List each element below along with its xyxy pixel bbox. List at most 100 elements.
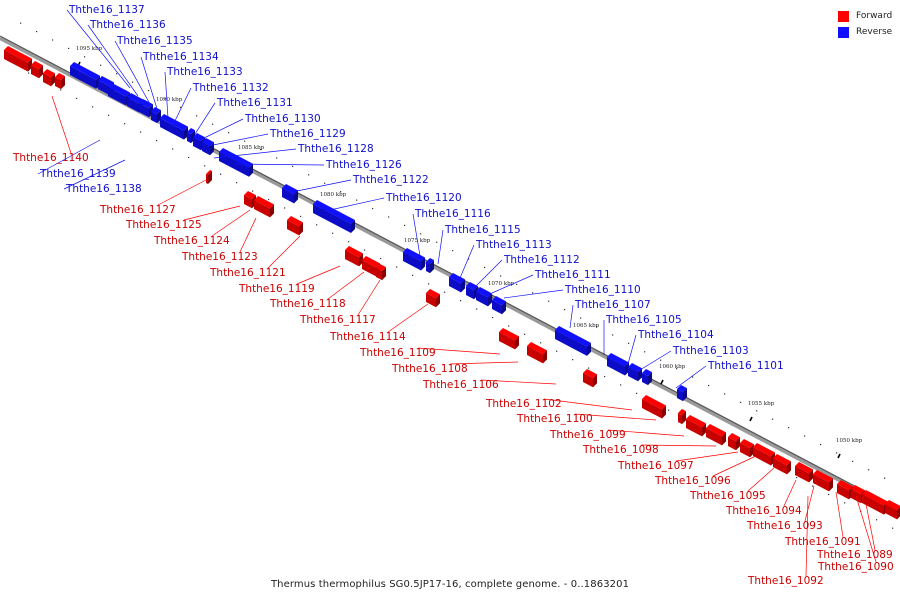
forward-gene	[299, 222, 303, 236]
gene-label: Ththe16_1120	[385, 192, 462, 204]
label-leader	[199, 118, 244, 141]
label-leader	[157, 179, 207, 206]
guide-dot	[420, 233, 422, 235]
label-leader	[835, 491, 844, 538]
guide-dot	[580, 317, 582, 319]
reverse-gene	[466, 286, 474, 300]
guide-dot	[452, 250, 454, 252]
gene-label: Ththe16_1094	[725, 505, 802, 517]
label-leader	[783, 479, 797, 507]
guide-dot	[28, 72, 30, 74]
tick-label: 1085 kbp	[238, 145, 265, 151]
guide-dot	[844, 502, 846, 504]
forward-gene	[642, 399, 662, 419]
label-leader	[543, 398, 633, 411]
guide-dot	[892, 527, 894, 529]
forward-gene	[728, 437, 736, 451]
forward-gene	[345, 246, 363, 258]
gene-label: Ththe16_1099	[549, 429, 626, 441]
tick-mark	[660, 379, 664, 385]
forward-gene	[206, 174, 208, 185]
reverse-gene	[461, 279, 465, 293]
label-leader	[207, 133, 269, 147]
guide-dot	[468, 258, 470, 260]
label-leader	[712, 455, 757, 477]
gene-label: Ththe16_1104	[637, 329, 714, 341]
reverse-gene	[421, 257, 425, 271]
tick-label: 1055 kbp	[748, 401, 775, 407]
forward-gene	[55, 73, 65, 81]
gene-label: Ththe16_1098	[582, 444, 659, 456]
guide-dot	[116, 73, 118, 75]
forward-gene	[4, 50, 28, 72]
tick-label: 1095 kbp	[76, 46, 103, 52]
gene-label: Ththe16_1139	[39, 168, 116, 180]
reverse-gene	[70, 66, 96, 89]
forward-gene	[795, 466, 809, 483]
label-leader	[114, 40, 151, 105]
forward-gene	[499, 328, 519, 341]
guide-dot	[140, 131, 142, 133]
forward-gene	[740, 443, 750, 458]
forward-gene	[287, 220, 299, 236]
forward-gene	[593, 374, 597, 388]
forward-gene	[43, 69, 55, 78]
guide-dot	[84, 56, 86, 58]
reverse-gene	[642, 369, 652, 377]
guide-dot	[532, 292, 534, 294]
label-leader	[503, 289, 564, 299]
gene-label: Ththe16_1129	[269, 128, 346, 140]
forward-gene	[543, 350, 547, 364]
gene-label: Ththe16_1106	[422, 379, 499, 391]
label-leader	[194, 102, 216, 135]
guide-dot	[516, 283, 518, 285]
forward-gene	[773, 454, 791, 466]
guide-dot	[484, 266, 486, 269]
forward-gene	[706, 424, 726, 437]
forward-gene	[753, 443, 775, 457]
genome-caption: Thermus thermophilus SG0.5JP17-16, compl…	[270, 579, 630, 590]
forward-gene	[795, 462, 813, 474]
reverse-gene	[160, 118, 184, 140]
guide-dot	[92, 106, 94, 108]
reverse-gene	[139, 99, 153, 109]
gene-label: Ththe16_1123	[181, 251, 258, 263]
guide-dot	[436, 241, 438, 243]
label-leader	[183, 205, 241, 221]
guide-dot	[556, 350, 558, 352]
guide-dot	[604, 375, 606, 378]
guide-dot	[772, 418, 774, 420]
label-leader	[437, 229, 444, 265]
guide-dot	[20, 22, 22, 24]
gene-label: Ththe16_1118	[269, 298, 346, 310]
guide-dot	[364, 249, 366, 251]
guide-dot	[220, 173, 222, 175]
guide-dot	[564, 309, 566, 311]
reverse-gene	[127, 93, 143, 104]
forward-gene	[678, 413, 682, 425]
reverse-gene	[607, 357, 625, 376]
guide-dot	[300, 215, 302, 217]
forward-gene	[862, 494, 884, 515]
label-leader	[329, 197, 385, 211]
forward-gene	[376, 264, 386, 272]
label-leader	[37, 139, 101, 175]
guide-dot	[68, 47, 70, 50]
guide-dot	[588, 367, 590, 369]
forward-gene	[583, 373, 593, 388]
gene-label: Ththe16_1131	[216, 97, 293, 109]
forward-gene	[686, 419, 702, 437]
tick-label: 1060 kbp	[659, 364, 686, 370]
reverse-gene	[193, 137, 201, 151]
reverse-gene	[555, 326, 591, 347]
gene-label: Ththe16_1121	[209, 267, 286, 279]
gene-label: Ththe16_1132	[192, 82, 269, 94]
gene-label: Ththe16_1133	[166, 66, 243, 78]
reverse-gene	[502, 301, 506, 315]
guide-dot	[108, 114, 110, 116]
guide-dot	[796, 477, 798, 479]
guide-dot	[284, 207, 286, 209]
guide-dot	[156, 139, 158, 142]
guide-dot	[756, 410, 758, 412]
guide-dot	[60, 89, 62, 91]
